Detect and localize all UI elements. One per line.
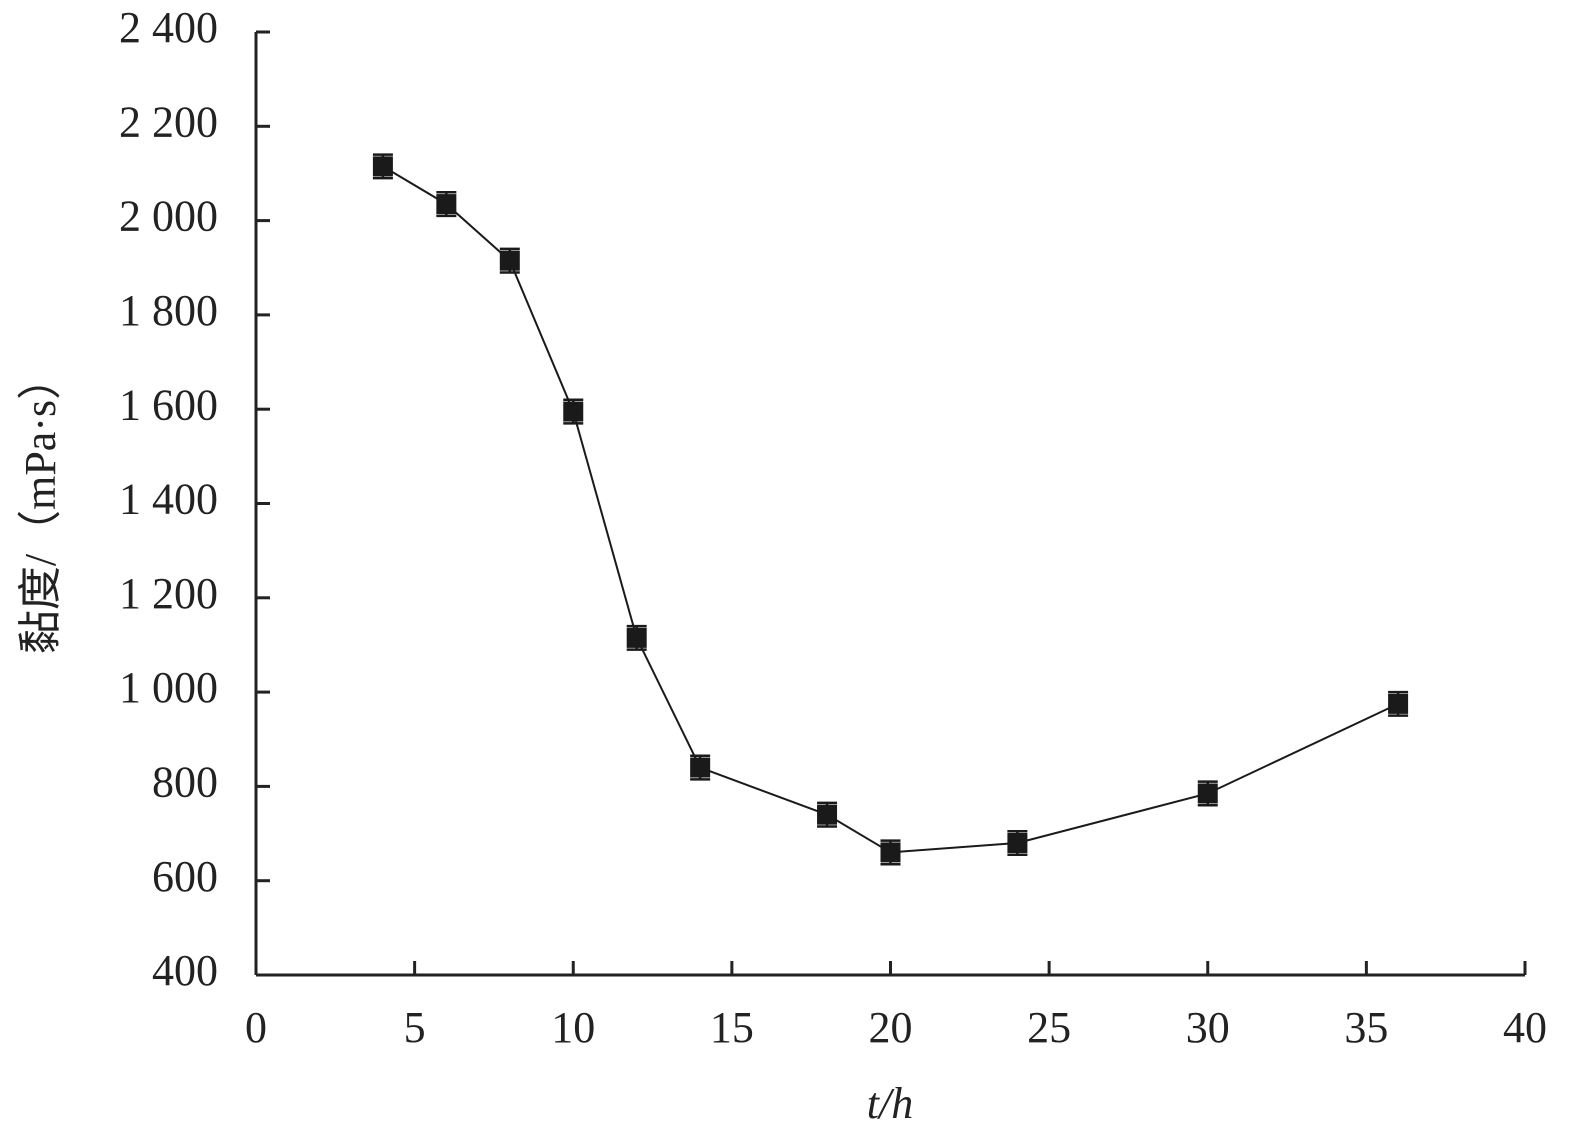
marker bbox=[1197, 783, 1218, 804]
x-tick-label: 10 bbox=[551, 1003, 595, 1052]
x-tick-label: 0 bbox=[245, 1003, 267, 1052]
line bbox=[382, 165, 1399, 854]
x-tick-label: 35 bbox=[1344, 1003, 1388, 1052]
marker bbox=[626, 627, 647, 648]
x-tick-label: 30 bbox=[1186, 1003, 1230, 1052]
x-tick-label: 25 bbox=[1027, 1003, 1071, 1052]
x-tick-label: 5 bbox=[404, 1003, 426, 1052]
marker bbox=[372, 156, 393, 177]
marker bbox=[563, 401, 584, 422]
y-tick-label: 600 bbox=[152, 852, 218, 901]
y-tick-label: 2 400 bbox=[119, 3, 218, 52]
x-tick-label: 15 bbox=[710, 1003, 754, 1052]
x-tick-label: 40 bbox=[1503, 1003, 1547, 1052]
y-tick-label: 1 800 bbox=[119, 286, 218, 335]
marker bbox=[1007, 832, 1028, 853]
y-tick-label: 2 200 bbox=[119, 97, 218, 146]
y-tick-label: 1 000 bbox=[119, 663, 218, 712]
y-tick-label: 400 bbox=[152, 946, 218, 995]
marker bbox=[817, 804, 838, 825]
x-axis-title: t/h bbox=[867, 1079, 913, 1128]
y-tick-label: 2 000 bbox=[119, 192, 218, 241]
y-tick-label: 1 400 bbox=[119, 475, 218, 524]
marker bbox=[499, 250, 520, 271]
marker bbox=[880, 842, 901, 863]
marker bbox=[436, 194, 457, 215]
y-tick-label: 1 600 bbox=[119, 380, 218, 429]
y-tick-label: 1 200 bbox=[119, 569, 218, 618]
marker bbox=[1388, 693, 1409, 714]
marker bbox=[690, 757, 711, 778]
x-tick-label: 20 bbox=[869, 1003, 913, 1052]
y-axis-title: 黏度/（mPa·s） bbox=[16, 356, 65, 654]
y-tick-label: 800 bbox=[152, 757, 218, 806]
